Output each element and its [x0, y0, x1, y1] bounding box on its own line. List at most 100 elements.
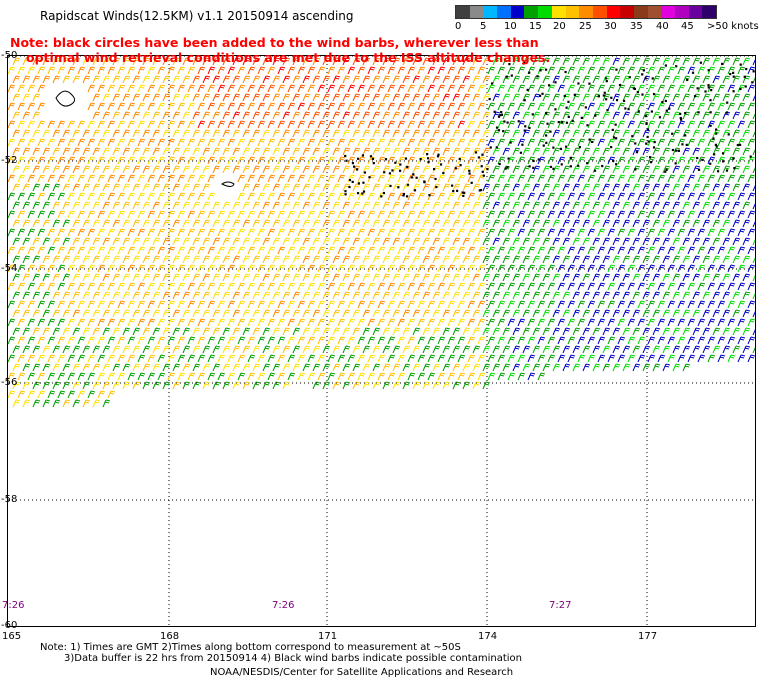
footer-credit: NOAA/NESDIS/Center for Satellite Applica… [210, 667, 514, 678]
wind-barb [117, 354, 126, 363]
wind-barb [432, 255, 441, 264]
wind-barb [452, 111, 461, 120]
wind-barb [572, 75, 581, 84]
wind-barb [457, 120, 466, 129]
wind-barb [377, 102, 386, 111]
contamination-dot [641, 93, 644, 96]
wind-barb [307, 336, 316, 345]
wind-barb [457, 138, 466, 147]
wind-barb [392, 255, 401, 264]
contamination-dot [439, 163, 443, 166]
wind-barb [142, 93, 151, 102]
wind-barb [122, 237, 131, 246]
colorbar-swatch [620, 6, 634, 18]
wind-barb [387, 318, 396, 327]
wind-barb [27, 174, 36, 183]
wind-barb [332, 255, 341, 264]
wind-barb [277, 318, 286, 327]
wind-barb [172, 93, 181, 102]
wind-barb [282, 183, 291, 192]
wind-barb [122, 219, 131, 228]
wind-barb [362, 327, 371, 336]
wind-barb [382, 201, 391, 210]
wind-barb [502, 201, 511, 210]
wind-barb [187, 156, 196, 165]
wind-barb [347, 264, 356, 273]
wind-barb [372, 75, 381, 84]
wind-barb [332, 309, 341, 318]
wind-barb [477, 354, 486, 363]
wind-barb [127, 138, 136, 147]
wind-barb [597, 264, 606, 273]
wind-barb [302, 165, 311, 174]
wind-barb [27, 66, 36, 75]
wind-barb [487, 318, 496, 327]
wind-barb [347, 174, 356, 183]
wind-barb [557, 318, 566, 327]
wind-barb [122, 57, 131, 66]
wind-barb [37, 120, 46, 129]
wind-barb [722, 183, 731, 192]
wind-barb [377, 246, 386, 255]
wind-barb [552, 111, 561, 120]
wind-barb [657, 138, 666, 147]
wind-barb [457, 354, 466, 363]
wind-barb [607, 354, 616, 363]
wind-barb [647, 102, 656, 111]
wind-barb [192, 111, 201, 120]
wind-barb [392, 219, 401, 228]
wind-barb [172, 273, 181, 282]
wind-barb [522, 237, 531, 246]
wind-barb [597, 84, 606, 93]
wind-barb [497, 138, 506, 147]
contamination-dot [709, 124, 712, 127]
contamination-dot [696, 156, 699, 160]
wind-barb [272, 273, 281, 282]
wind-barb [752, 185, 755, 192]
wind-barb [157, 282, 166, 291]
wind-barb [382, 219, 391, 228]
wind-barb [397, 300, 406, 309]
wind-barb [462, 273, 471, 282]
wind-barb [257, 210, 266, 219]
wind-barb [742, 201, 751, 210]
wind-barb [197, 192, 206, 201]
wind-barb [187, 138, 196, 147]
wind-barb [537, 192, 546, 201]
wind-barb [252, 345, 261, 354]
wind-barb [127, 282, 136, 291]
wind-barb [112, 201, 121, 210]
wind-barb [507, 264, 516, 273]
wind-barb [77, 138, 86, 147]
wind-barb [147, 174, 156, 183]
contamination-dot [602, 94, 605, 97]
wind-barb [392, 309, 401, 318]
wind-barb [62, 327, 71, 336]
contamination-dot [454, 167, 457, 170]
wind-barb [707, 354, 716, 363]
wind-barb [97, 84, 106, 93]
wind-barb [77, 282, 86, 291]
wind-barb [242, 291, 251, 300]
wind-barb [17, 390, 26, 399]
wind-barb [652, 57, 661, 66]
wind-barb [122, 255, 131, 264]
wind-barb [752, 131, 755, 138]
wind-barb [327, 354, 336, 363]
contamination-dot [559, 147, 563, 150]
wind-barb [237, 120, 246, 129]
wind-barb [207, 282, 216, 291]
wind-barb [387, 246, 396, 255]
wind-barb [92, 57, 101, 66]
wind-barb [322, 201, 331, 210]
wind-barb [712, 273, 721, 282]
wind-barb [272, 147, 281, 156]
wind-barb [432, 201, 441, 210]
wind-barb [702, 93, 711, 102]
wind-barb [142, 57, 151, 66]
wind-barb [437, 372, 446, 381]
wind-barb [167, 318, 176, 327]
wind-barb [222, 273, 231, 282]
contamination-dot [382, 191, 386, 195]
wind-barb [62, 255, 71, 264]
